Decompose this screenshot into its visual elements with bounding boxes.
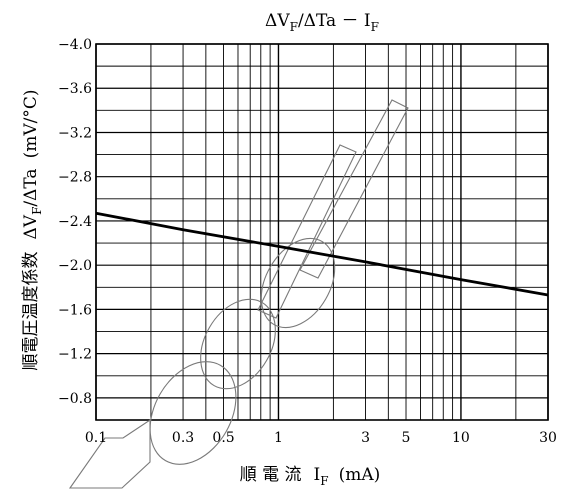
- series-layer: [95, 211, 549, 297]
- x-axis-label: 順 電 流 IF (mA): [240, 465, 381, 488]
- x-tick-label: 0.5: [212, 430, 234, 446]
- chart-title: ΔVF/ΔTa － IF: [265, 11, 379, 34]
- y-tick-label: −1.6: [58, 302, 92, 318]
- x-tick-label: 3: [361, 430, 370, 446]
- series-line: [95, 211, 549, 297]
- tick-labels: 0.1 0.3 0.5 1 3 5 10 30 −4.0 −3.6 −3.2 −2.8 −2.4 −2.0…: [58, 37, 557, 446]
- y-tick-label: −3.6: [58, 81, 92, 97]
- y-tick-label: −0.8: [58, 391, 92, 407]
- x-tick-label: 30: [539, 430, 557, 446]
- x-tick-label: 0.3: [172, 430, 194, 446]
- watermark: [68, 99, 409, 489]
- y-tick-label: −2.4: [58, 214, 92, 230]
- y-tick-label: −4.0: [58, 37, 92, 53]
- y-axis-label: 順電圧温度係数ΔVF/ΔTa(mV/°C): [21, 90, 44, 371]
- y-tick-label: −2.8: [58, 170, 92, 186]
- x-tick-label: 1: [274, 430, 283, 446]
- x-tick-label: 10: [452, 430, 470, 446]
- grid-lines: [95, 43, 549, 421]
- y-tick-label: −3.2: [58, 125, 92, 141]
- y-tick-label: −1.2: [58, 347, 92, 363]
- x-tick-label: 5: [402, 430, 411, 446]
- y-tick-label: −2.0: [58, 258, 92, 274]
- plot-frame: [95, 43, 549, 421]
- x-tick-label: 0.1: [85, 430, 107, 446]
